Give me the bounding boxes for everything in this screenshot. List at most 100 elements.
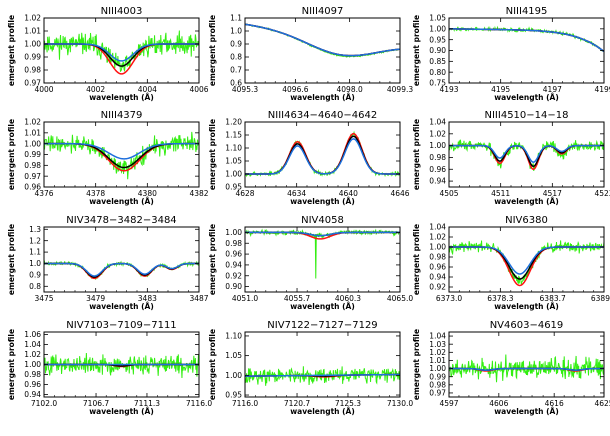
- y-tick-label: 1.2: [29, 236, 41, 245]
- y-tick-label: 0.98: [429, 153, 446, 162]
- plot-frame: [448, 121, 605, 188]
- x-tick-label: 4055.7: [284, 294, 310, 303]
- y-axis-label: emergent profile: [208, 329, 217, 400]
- y-axis-label: emergent profile: [208, 119, 217, 190]
- observed-spectrum-line: [245, 228, 400, 279]
- x-tick-label: 7130.0: [387, 399, 413, 408]
- observed-spectrum-line: [44, 30, 199, 73]
- x-tick-label: 4606: [489, 399, 508, 408]
- model-blue-line: [245, 231, 400, 237]
- y-tick-label: 0.96: [225, 250, 242, 259]
- x-axis-label: wavelength (Å): [89, 407, 154, 416]
- x-tick-label: 3475: [34, 294, 53, 303]
- plot-frame: [244, 17, 401, 84]
- model-red-line: [44, 262, 199, 280]
- y-tick-label: 0.98: [429, 253, 446, 262]
- model-red-line: [245, 132, 400, 175]
- x-tick-label: 4597: [439, 399, 458, 408]
- plot-frame: [448, 17, 605, 84]
- plot-frame: [448, 331, 605, 398]
- x-tick-label: 4004: [138, 85, 157, 94]
- y-tick-label: 0.9: [29, 270, 41, 279]
- x-tick-label: 4060.3: [335, 294, 361, 303]
- y-tick-label: 1.10: [225, 332, 242, 341]
- model-blue-line: [449, 246, 604, 275]
- y-tick-label: 0.90: [429, 46, 446, 55]
- x-axis-label: wavelength (Å): [494, 302, 559, 311]
- panel-title: NIV7122−7127−7129: [267, 320, 377, 331]
- x-tick-label: 4193: [439, 85, 458, 94]
- y-tick-label: 0.97: [24, 79, 41, 88]
- observed-spectrum-line: [44, 131, 199, 180]
- model-blue-line: [449, 28, 604, 53]
- plot-frame: [43, 17, 200, 84]
- x-tick-label: 4511: [491, 189, 510, 198]
- y-tick-label: 0.98: [429, 380, 446, 389]
- y-tick-label: 1.00: [24, 360, 41, 369]
- y-tick-label: 1.15: [225, 131, 242, 140]
- x-axis-label: wavelength (Å): [494, 407, 559, 416]
- model-blue-line: [245, 373, 400, 377]
- model-blue-line: [449, 367, 604, 371]
- y-tick-label: 0.99: [24, 150, 41, 159]
- y-tick-label: 1.00: [429, 24, 446, 33]
- x-tick-label: 4505: [439, 189, 458, 198]
- model-black-line: [449, 144, 604, 168]
- y-tick-label: 0.80: [429, 68, 446, 77]
- y-tick-label: 1.04: [429, 118, 446, 127]
- y-axis-label: emergent profile: [7, 119, 16, 190]
- y-tick-label: 1.01: [24, 27, 41, 36]
- y-tick-label: 1.03: [429, 340, 446, 349]
- panel-title: NIV7103−7109−7111: [66, 320, 176, 331]
- x-tick-label: 7102.0: [31, 399, 57, 408]
- y-tick-label: 1.0: [29, 259, 41, 268]
- y-tick-label: 1.00: [429, 141, 446, 150]
- plot-frame: [244, 121, 401, 188]
- x-tick-label: 4002: [86, 85, 105, 94]
- y-axis-label: emergent profile: [208, 224, 217, 295]
- y-tick-label: 1.06: [24, 330, 41, 339]
- x-tick-label: 4095.3: [232, 85, 258, 94]
- y-tick-label: 0.75: [429, 79, 446, 88]
- y-axis-label: emergent profile: [412, 329, 421, 400]
- y-tick-label: 0.8: [230, 53, 242, 62]
- observed-spectrum-line: [245, 366, 400, 386]
- y-tick-label: 0.96: [24, 380, 41, 389]
- y-tick-label: 1.00: [24, 139, 41, 148]
- y-tick-label: 1.1: [230, 14, 242, 23]
- y-tick-label: 0.9: [230, 40, 242, 49]
- x-tick-label: 4051.0: [232, 294, 258, 303]
- panel-title: NIII4097: [302, 6, 344, 17]
- y-tick-label: 1.02: [24, 14, 41, 23]
- panel-title: NIV4058: [301, 215, 344, 226]
- x-tick-label: 4523: [594, 189, 610, 198]
- chart-panel: 4095.3 4096.6 4098.0 4099.3 0.6 0.7 0.8 0.9 1.0 1…: [208, 6, 413, 102]
- model-blue-line: [44, 142, 199, 160]
- x-tick-label: 4376: [34, 189, 53, 198]
- y-tick-label: 0.92: [429, 283, 446, 292]
- panel-title: NIV6380: [505, 215, 548, 226]
- panel-title: NIII4195: [506, 6, 548, 17]
- y-tick-label: 0.94: [429, 273, 446, 282]
- y-tick-label: 0.96: [24, 183, 41, 192]
- plot-frame: [43, 226, 200, 293]
- x-tick-label: 7106.7: [83, 399, 109, 408]
- chart-panel: 4597 4606 4616 4625 0.970.980.991.001.011.02…: [412, 320, 610, 416]
- y-tick-label: 1.02: [429, 348, 446, 357]
- chart-panel: 3475 3479 3483 3487 0.8 0.9 1.0 1.1 1.2 1.3 NIV347…: [7, 215, 209, 311]
- x-tick-label: 4646: [390, 189, 409, 198]
- y-tick-label: 0.97: [429, 389, 446, 398]
- observed-spectrum-line: [245, 130, 400, 178]
- x-tick-label: 6378.3: [487, 294, 513, 303]
- y-tick-label: 1.04: [429, 332, 446, 341]
- y-tick-label: 0.90: [225, 282, 242, 291]
- x-axis-label: wavelength (Å): [89, 197, 154, 206]
- y-tick-label: 0.94: [429, 177, 446, 186]
- chart-panel: 4051.0 4055.7 4060.3 4065.0 0.90 0.920.94 0.96…: [208, 215, 413, 311]
- x-axis-label: wavelength (Å): [290, 302, 355, 311]
- panel-title: NV4603−4619: [490, 320, 564, 331]
- y-tick-label: 0.98: [225, 239, 242, 248]
- chart-panel: 4376 4378 4380 4382 0.96 0.97 0.98 0.99 1.00 1.01…: [7, 110, 209, 206]
- y-tick-label: 0.96: [429, 263, 446, 272]
- y-tick-label: 0.96: [429, 165, 446, 174]
